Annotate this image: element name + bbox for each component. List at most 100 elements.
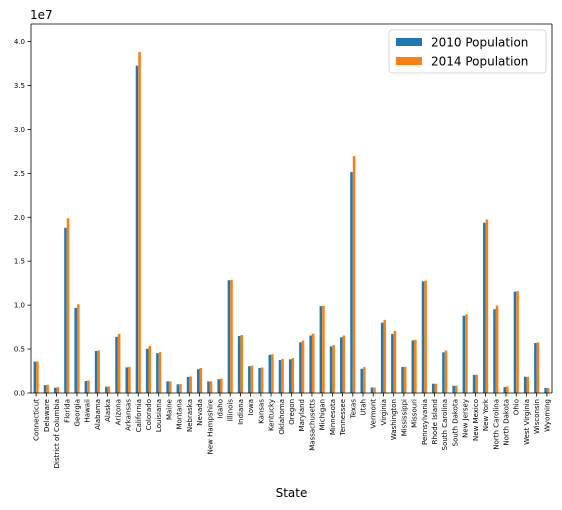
bar-2014 xyxy=(373,387,376,393)
x-tick-label: Michigan xyxy=(319,399,327,430)
x-tick-label: Pennsylvania xyxy=(421,399,429,445)
bar-2010 xyxy=(84,381,88,393)
x-tick-label: Oregon xyxy=(288,399,296,425)
y-tick-label: 1.0 xyxy=(14,302,25,310)
bar-2010 xyxy=(258,367,261,393)
bar-2014 xyxy=(66,218,70,393)
bar-2014 xyxy=(526,376,530,393)
x-tick-label: District of Columbia xyxy=(53,399,61,468)
bar-2014 xyxy=(434,383,438,393)
x-tick-label: North Carolina xyxy=(492,399,500,450)
x-tick-label: Arizona xyxy=(114,399,122,425)
x-tick-label: North Dakota xyxy=(503,399,511,446)
bar-2014 xyxy=(454,385,458,393)
bar-2010 xyxy=(431,383,435,393)
x-tick-label: Ohio xyxy=(513,399,521,415)
x-tick-label: Hawaii xyxy=(84,399,92,423)
x-tick-label: Mississippi xyxy=(400,399,408,436)
bar-2014 xyxy=(36,361,39,393)
bar-2014 xyxy=(352,156,356,393)
bar-2010 xyxy=(268,354,272,393)
x-tick-label: Idaho xyxy=(216,399,224,419)
x-tick-label: Maine xyxy=(165,399,173,420)
bar-2014 xyxy=(107,386,111,393)
bar-2014 xyxy=(189,376,192,393)
bar-2010 xyxy=(186,376,190,393)
bar-2010 xyxy=(472,374,476,393)
x-tick-label: Wyoming xyxy=(543,399,551,432)
legend-box xyxy=(388,29,547,74)
bar-2014 xyxy=(128,366,131,393)
x-tick-label: New Mexico xyxy=(472,399,480,441)
bar-2010 xyxy=(237,336,241,393)
bar-2014 xyxy=(414,339,417,393)
bar-2010 xyxy=(350,172,353,393)
bar-2014 xyxy=(322,305,325,393)
bar-2014 xyxy=(465,314,468,393)
bar-2014 xyxy=(168,381,172,393)
x-tick-label: New Jersey xyxy=(462,399,470,438)
legend-swatch xyxy=(396,57,422,65)
bar-2010 xyxy=(299,342,302,393)
y-tick-label: 0.5 xyxy=(14,346,25,354)
x-tick-label: Virginia xyxy=(380,399,388,425)
bar-2014 xyxy=(117,333,121,393)
bar-2010 xyxy=(115,336,118,393)
bar-2010 xyxy=(135,65,139,393)
bar-2010 xyxy=(309,335,312,393)
x-tick-label: Louisiana xyxy=(155,399,163,432)
bar-2010 xyxy=(156,353,159,393)
bar-2010 xyxy=(74,307,77,393)
bar-2014 xyxy=(240,335,243,393)
x-tick-label: California xyxy=(135,399,143,432)
y-offset-label: 1e7 xyxy=(30,8,53,22)
bar-2010 xyxy=(145,348,149,393)
bar-2014 xyxy=(179,384,182,393)
bar-2010 xyxy=(125,367,129,393)
bar-2014 xyxy=(393,330,397,393)
bar-2010 xyxy=(105,386,108,393)
x-tick-label: Florida xyxy=(63,399,71,423)
x-tick-label: Texas xyxy=(349,399,357,420)
bar-2010 xyxy=(64,227,67,393)
legend-swatch xyxy=(396,38,422,46)
bar-2014 xyxy=(546,387,550,393)
x-tick-label: Maryland xyxy=(298,399,306,431)
x-tick-label: Kansas xyxy=(257,399,265,424)
bar-2014 xyxy=(97,350,100,393)
bar-2010 xyxy=(207,381,210,393)
bar-2010 xyxy=(442,352,445,393)
bar-2010 xyxy=(248,366,251,393)
bar-2014 xyxy=(506,386,509,393)
y-tick-label: 3.5 xyxy=(14,82,25,90)
bar-2014 xyxy=(138,52,141,394)
bar-2014 xyxy=(46,384,49,393)
x-tick-label: Utah xyxy=(360,399,368,416)
bar-2010 xyxy=(483,222,486,393)
bar-2014 xyxy=(56,387,60,393)
x-tick-label: Kentucky xyxy=(268,399,276,431)
bar-2010 xyxy=(544,388,547,393)
bar-2010 xyxy=(462,315,466,393)
y-tick-label: 1.5 xyxy=(14,258,25,266)
x-tick-label: Tennessee xyxy=(339,399,347,436)
bar-2010 xyxy=(523,376,527,393)
bar-2010 xyxy=(380,322,384,393)
bar-2014 xyxy=(260,367,264,393)
bar-2010 xyxy=(503,387,507,393)
x-tick-label: Illinois xyxy=(227,399,235,422)
bar-2014 xyxy=(363,367,366,393)
bar-2014 xyxy=(199,368,203,393)
x-tick-label: Nevada xyxy=(196,399,204,426)
bar-2010 xyxy=(94,351,98,393)
x-axis-title: State xyxy=(276,486,308,500)
bar-2010 xyxy=(370,387,374,393)
x-tick-label: Connecticut xyxy=(33,399,41,441)
bar-2014 xyxy=(87,380,90,393)
bar-2014 xyxy=(76,304,80,393)
x-tick-label: Missouri xyxy=(411,399,419,428)
bar-2014 xyxy=(250,365,254,393)
bar-2014 xyxy=(342,335,346,393)
bar-2010 xyxy=(411,340,415,393)
